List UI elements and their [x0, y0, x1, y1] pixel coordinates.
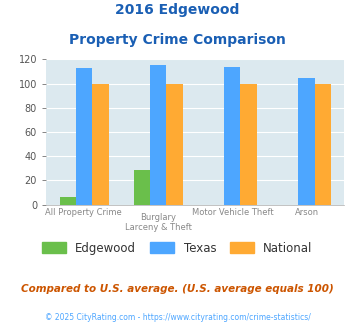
Text: Property Crime Comparison: Property Crime Comparison	[69, 33, 286, 47]
Bar	[92, 83, 109, 205]
Legend: Edgewood, Texas, National: Edgewood, Texas, National	[38, 237, 317, 259]
Bar	[315, 83, 331, 205]
Bar	[298, 78, 315, 205]
Bar	[150, 65, 166, 205]
Text: © 2025 CityRating.com - https://www.cityrating.com/crime-statistics/: © 2025 CityRating.com - https://www.city…	[45, 314, 310, 322]
Bar	[166, 83, 183, 205]
Text: All Property Crime: All Property Crime	[45, 208, 122, 217]
Text: Arson: Arson	[295, 208, 319, 217]
Bar	[224, 67, 240, 205]
Bar	[240, 83, 257, 205]
Text: Motor Vehicle Theft: Motor Vehicle Theft	[192, 208, 273, 217]
Bar	[76, 68, 92, 205]
Bar	[134, 170, 150, 205]
Text: Burglary
Larceny & Theft: Burglary Larceny & Theft	[125, 213, 191, 232]
Text: 2016 Edgewood: 2016 Edgewood	[115, 3, 240, 17]
Text: Compared to U.S. average. (U.S. average equals 100): Compared to U.S. average. (U.S. average …	[21, 284, 334, 294]
Bar	[60, 197, 76, 205]
